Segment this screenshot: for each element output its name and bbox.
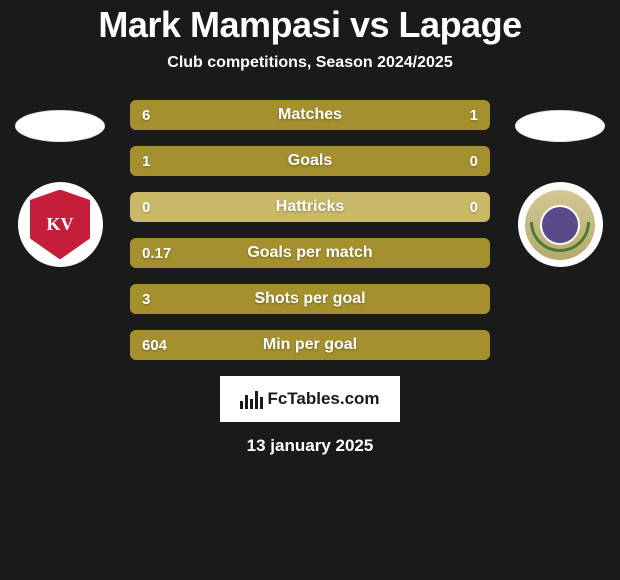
club-badge-left-initials: KV bbox=[47, 214, 74, 235]
stat-label: Goals per match bbox=[247, 244, 372, 262]
source-logo: FcTables.com bbox=[220, 376, 400, 422]
stat-value-right: 1 bbox=[470, 107, 478, 124]
stat-value-right: 0 bbox=[470, 153, 478, 170]
stat-row: 1 Goals 0 bbox=[130, 146, 490, 176]
stat-value-left: 1 bbox=[142, 153, 150, 170]
stat-bar-right bbox=[439, 100, 490, 130]
comparison-panel: KV 6 Matches 1 1 Goals 0 0 Hattricks 0 0.17 Goals … bbox=[0, 100, 620, 360]
stat-row: 3 Shots per goal bbox=[130, 284, 490, 314]
club-badge-left-shield: KV bbox=[30, 190, 90, 260]
logo-chart-icon bbox=[240, 389, 263, 409]
stat-row: 0.17 Goals per match bbox=[130, 238, 490, 268]
stat-row: 6 Matches 1 bbox=[130, 100, 490, 130]
stat-value-right: 0 bbox=[470, 199, 478, 216]
stat-row: 0 Hattricks 0 bbox=[130, 192, 490, 222]
stat-label: Hattricks bbox=[276, 198, 344, 216]
player-left-column: KV bbox=[0, 100, 120, 267]
stat-row: 604 Min per goal bbox=[130, 330, 490, 360]
stat-value-left: 0.17 bbox=[142, 245, 171, 262]
stat-label: Min per goal bbox=[263, 336, 357, 354]
player-right-column bbox=[500, 100, 620, 267]
stat-label: Shots per goal bbox=[254, 290, 365, 308]
club-badge-right-ring bbox=[525, 190, 595, 260]
club-badge-right-laurel bbox=[530, 222, 590, 252]
stat-label: Goals bbox=[288, 152, 332, 170]
page-title: Mark Mampasi vs Lapage bbox=[98, 4, 521, 46]
stat-value-left: 6 bbox=[142, 107, 150, 124]
season-subtitle: Club competitions, Season 2024/2025 bbox=[167, 54, 452, 72]
stats-column: 6 Matches 1 1 Goals 0 0 Hattricks 0 0.17 Goals per… bbox=[120, 100, 500, 360]
club-badge-right bbox=[518, 182, 603, 267]
stat-value-left: 0 bbox=[142, 199, 150, 216]
source-logo-text: FcTables.com bbox=[267, 389, 379, 409]
club-badge-left: KV bbox=[18, 182, 103, 267]
snapshot-date: 13 january 2025 bbox=[247, 436, 374, 456]
country-flag-left bbox=[15, 110, 105, 142]
stat-value-left: 3 bbox=[142, 291, 150, 308]
stat-label: Matches bbox=[278, 106, 342, 124]
stat-value-left: 604 bbox=[142, 337, 167, 354]
country-flag-right bbox=[515, 110, 605, 142]
